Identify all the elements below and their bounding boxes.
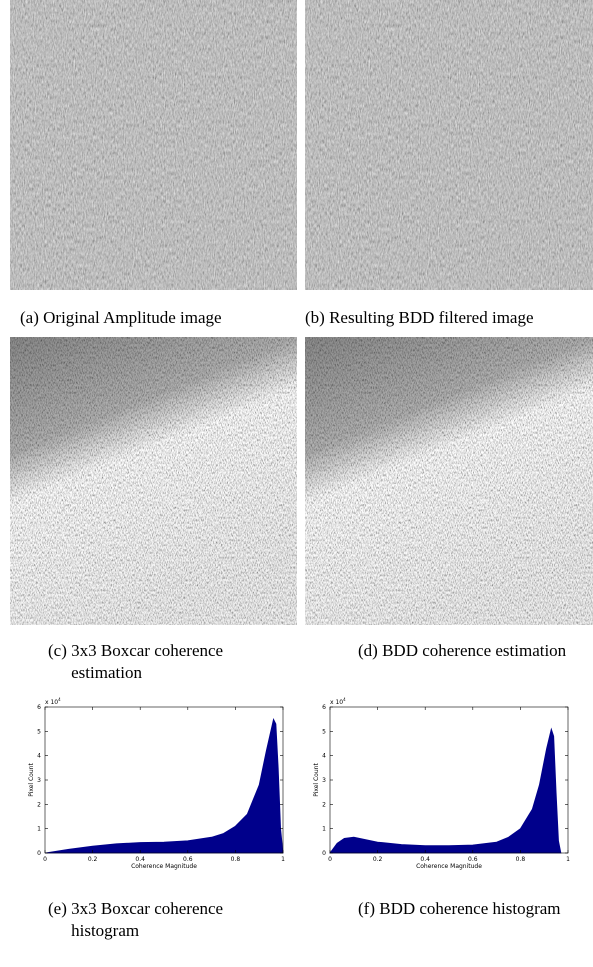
y-multiplier: x 104 [330,697,346,706]
caption: (b) Resulting BDD filtered image [305,307,534,329]
caption-text: Resulting BDD filtered image [329,308,534,327]
caption-text: Original Amplitude image [43,308,222,327]
x-tick-label: 0.6 [183,856,193,863]
y-tick-label: 1 [37,826,41,833]
amplitude-image [10,0,297,290]
y-tick-label: 5 [322,728,326,735]
x-tick-label: 0.2 [373,856,383,863]
y-multiplier-base: x 10 [330,699,343,706]
x-tick-label: 0.8 [231,856,241,863]
histogram-area [44,718,284,854]
x-axis-label: Coherence Magnitude [416,863,482,870]
caption-text: 3x3 Boxcar coherence histogram [71,899,224,940]
caption-text: BDD coherence histogram [379,899,561,918]
y-tick-label: 0 [322,850,326,857]
y-multiplier: x 104 [45,697,61,706]
caption-text: 3x3 Boxcar coherence estimation [71,641,224,682]
caption: (f) BDD coherence histogram [358,898,561,920]
x-axis-label: Coherence Magnitude [131,863,197,870]
y-multiplier-exponent: 4 [58,697,61,702]
y-tick-label: 2 [37,801,41,808]
histogram: 0 0.2 0.4 0.6 0.8 1 0 1 2 3 4 5 6 Coherence Magnitude… [313,697,570,870]
x-tick-label: 0 [43,856,47,863]
y-tick-label: 4 [322,753,326,760]
y-tick-label: 6 [322,704,326,711]
y-tick-label: 3 [37,777,41,784]
x-tick-label: 0.8 [516,856,526,863]
caption: (c) 3x3 Boxcar coherence estimation [48,640,271,684]
y-tick-label: 3 [322,777,326,784]
x-tick-label: 0.4 [420,856,430,863]
bdd-coherence-image [305,337,593,625]
x-tick-label: 0.6 [468,856,478,863]
y-tick-label: 2 [322,801,326,808]
x-tick-label: 1 [566,856,570,863]
y-tick-label: 0 [37,850,41,857]
x-tick-label: 0 [328,856,332,863]
y-tick-label: 6 [37,704,41,711]
y-tick-label: 4 [37,753,41,760]
x-tick-label: 0.4 [135,856,145,863]
y-tick-label: 1 [322,826,326,833]
boxcar-coherence-image [10,337,297,625]
caption-text: BDD coherence estimation [382,641,567,660]
caption: (a) Original Amplitude image [20,307,222,329]
x-tick-label: 1 [281,856,285,863]
y-multiplier-exponent: 4 [343,697,346,702]
histogram: 0 0.2 0.4 0.6 0.8 1 0 1 2 3 4 5 6 Coherence Magnitude… [28,697,285,870]
filtered-image [305,0,593,290]
y-multiplier-base: x 10 [45,699,58,706]
caption: (e) 3x3 Boxcar coherence histogram [48,898,271,942]
y-axis-label: Pixel Count [313,763,320,797]
caption: (d) BDD coherence estimation [358,640,566,662]
caption-label: (c) [48,641,67,660]
y-axis-label: Pixel Count [28,763,35,797]
caption-label: (f) [358,899,375,918]
caption-label: (a) [20,308,39,327]
y-tick-label: 5 [37,728,41,735]
histogram-area [329,727,562,854]
caption-label: (e) [48,899,67,918]
x-tick-label: 0.2 [88,856,98,863]
caption-label: (d) [358,641,378,660]
caption-label: (b) [305,308,325,327]
